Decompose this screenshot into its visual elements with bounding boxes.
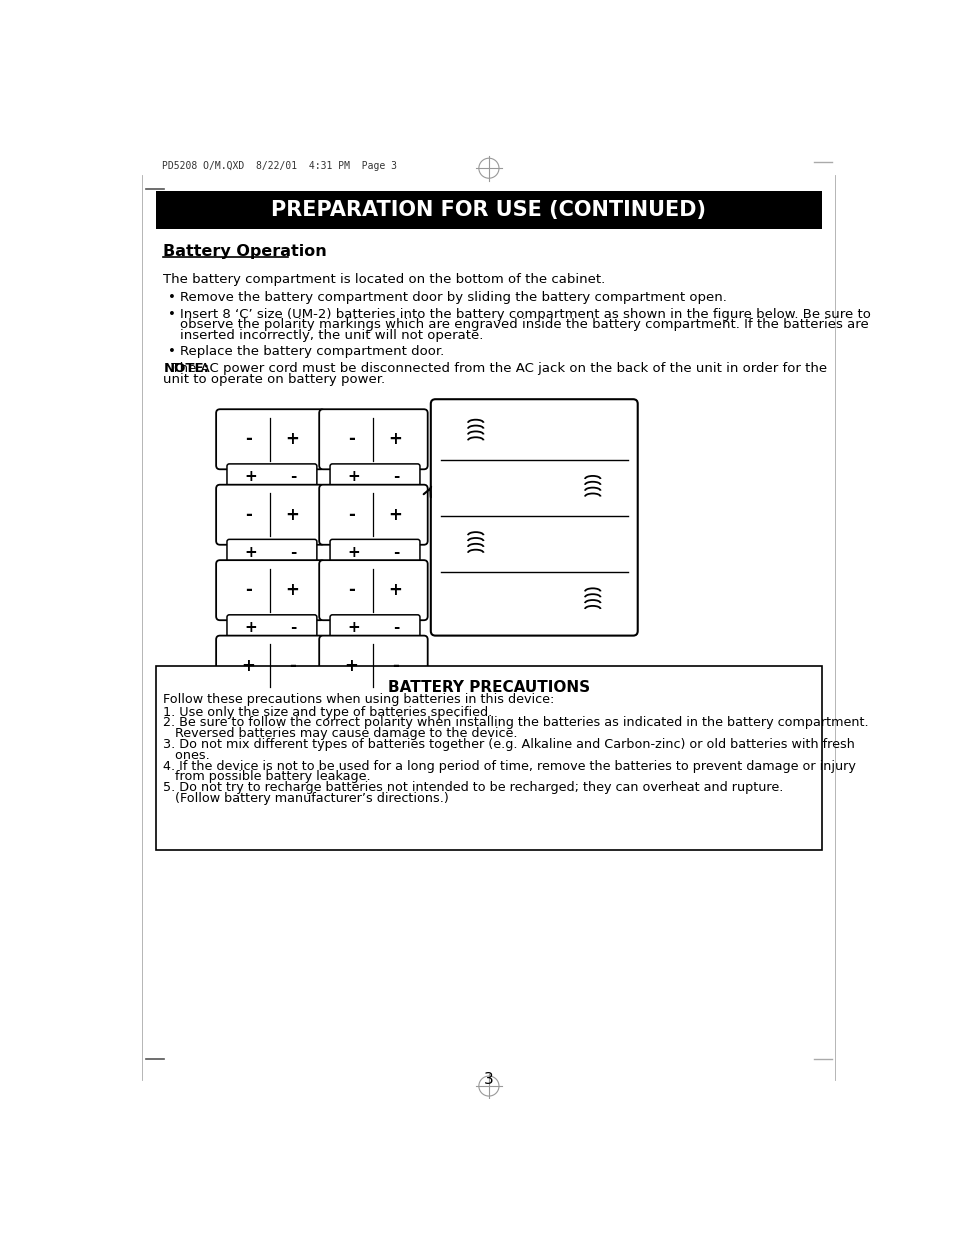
Text: PD5208 O/M.QXD  8/22/01  4:31 PM  Page 3: PD5208 O/M.QXD 8/22/01 4:31 PM Page 3: [162, 161, 396, 170]
FancyBboxPatch shape: [431, 399, 637, 636]
Text: Reversed batteries may cause damage to the device.: Reversed batteries may cause damage to t…: [163, 727, 517, 740]
FancyBboxPatch shape: [216, 636, 324, 695]
Text: (Follow battery manufacturer’s directions.): (Follow battery manufacturer’s direction…: [163, 792, 449, 805]
Text: from possible battery leakage.: from possible battery leakage.: [163, 771, 371, 783]
Text: +: +: [344, 657, 357, 674]
Text: +: +: [244, 545, 256, 559]
Text: 1. Use only the size and type of batteries specified.: 1. Use only the size and type of batteri…: [163, 705, 492, 719]
Bar: [155, 190, 821, 228]
Text: +: +: [388, 582, 402, 599]
Text: +: +: [285, 505, 299, 524]
FancyBboxPatch shape: [330, 615, 419, 641]
Text: -: -: [393, 545, 399, 559]
Text: -: -: [392, 657, 398, 674]
Text: -: -: [290, 469, 296, 484]
Text: -: -: [245, 582, 252, 599]
Text: observe the polarity markings which are engraved inside the battery compartment.: observe the polarity markings which are …: [179, 319, 867, 331]
Text: -: -: [289, 657, 295, 674]
Text: 5. Do not try to recharge batteries not intended to be recharged; they can overh: 5. Do not try to recharge batteries not …: [163, 782, 783, 794]
Text: -: -: [348, 505, 355, 524]
Text: •: •: [168, 346, 175, 358]
Text: Insert 8 ‘C’ size (UM-2) batteries into the battery compartment as shown in the : Insert 8 ‘C’ size (UM-2) batteries into …: [179, 308, 870, 321]
FancyBboxPatch shape: [216, 484, 324, 545]
Text: +: +: [244, 620, 256, 636]
FancyBboxPatch shape: [216, 561, 324, 620]
Text: 2. Be sure to follow the correct polarity when installing the batteries as indic: 2. Be sure to follow the correct polarit…: [163, 716, 868, 730]
Text: 3: 3: [483, 1072, 494, 1087]
FancyBboxPatch shape: [227, 464, 316, 490]
Text: +: +: [388, 505, 402, 524]
Text: 4. If the device is not to be used for a long period of time, remove the batteri: 4. If the device is not to be used for a…: [163, 760, 856, 773]
Text: -: -: [290, 620, 296, 636]
FancyBboxPatch shape: [227, 615, 316, 641]
Text: +: +: [347, 469, 359, 484]
Text: Remove the battery compartment door by sliding the battery compartment open.: Remove the battery compartment door by s…: [179, 291, 726, 304]
Text: -: -: [245, 505, 252, 524]
Text: +: +: [285, 430, 299, 448]
Text: •: •: [168, 308, 175, 321]
Text: •: •: [168, 291, 175, 304]
FancyBboxPatch shape: [330, 540, 419, 566]
Text: PREPARATION FOR USE (CONTINUED): PREPARATION FOR USE (CONTINUED): [272, 200, 705, 220]
Text: -: -: [290, 545, 296, 559]
Text: NOTE:: NOTE:: [163, 362, 210, 375]
Text: +: +: [347, 620, 359, 636]
FancyBboxPatch shape: [319, 409, 427, 469]
Text: +: +: [244, 469, 256, 484]
Text: Battery Operation: Battery Operation: [163, 245, 327, 259]
Text: -: -: [393, 469, 399, 484]
Text: -: -: [393, 620, 399, 636]
Text: Follow these precautions when using batteries in this device:: Follow these precautions when using batt…: [163, 693, 555, 706]
Text: The battery compartment is located on the bottom of the cabinet.: The battery compartment is located on th…: [163, 273, 605, 287]
FancyBboxPatch shape: [319, 636, 427, 695]
Text: -: -: [348, 430, 355, 448]
Text: BATTERY PRECAUTIONS: BATTERY PRECAUTIONS: [388, 679, 589, 694]
FancyBboxPatch shape: [319, 561, 427, 620]
Text: inserted incorrectly, the unit will not operate.: inserted incorrectly, the unit will not …: [179, 330, 482, 342]
Text: +: +: [285, 582, 299, 599]
Text: +: +: [388, 430, 402, 448]
FancyBboxPatch shape: [330, 464, 419, 490]
Text: Replace the battery compartment door.: Replace the battery compartment door.: [179, 346, 443, 358]
FancyBboxPatch shape: [227, 540, 316, 566]
Text: -: -: [348, 582, 355, 599]
FancyBboxPatch shape: [216, 409, 324, 469]
Text: unit to operate on battery power.: unit to operate on battery power.: [163, 373, 385, 387]
Text: The AC power cord must be disconnected from the AC jack on the back of the unit : The AC power cord must be disconnected f…: [163, 362, 826, 375]
Text: +: +: [347, 545, 359, 559]
Bar: [155, 666, 821, 851]
Text: +: +: [241, 657, 254, 674]
FancyBboxPatch shape: [319, 484, 427, 545]
Text: ones.: ones.: [163, 748, 210, 762]
Text: -: -: [245, 430, 252, 448]
Text: 3. Do not mix different types of batteries together (e.g. Alkaline and Carbon-zi: 3. Do not mix different types of batteri…: [163, 739, 855, 751]
